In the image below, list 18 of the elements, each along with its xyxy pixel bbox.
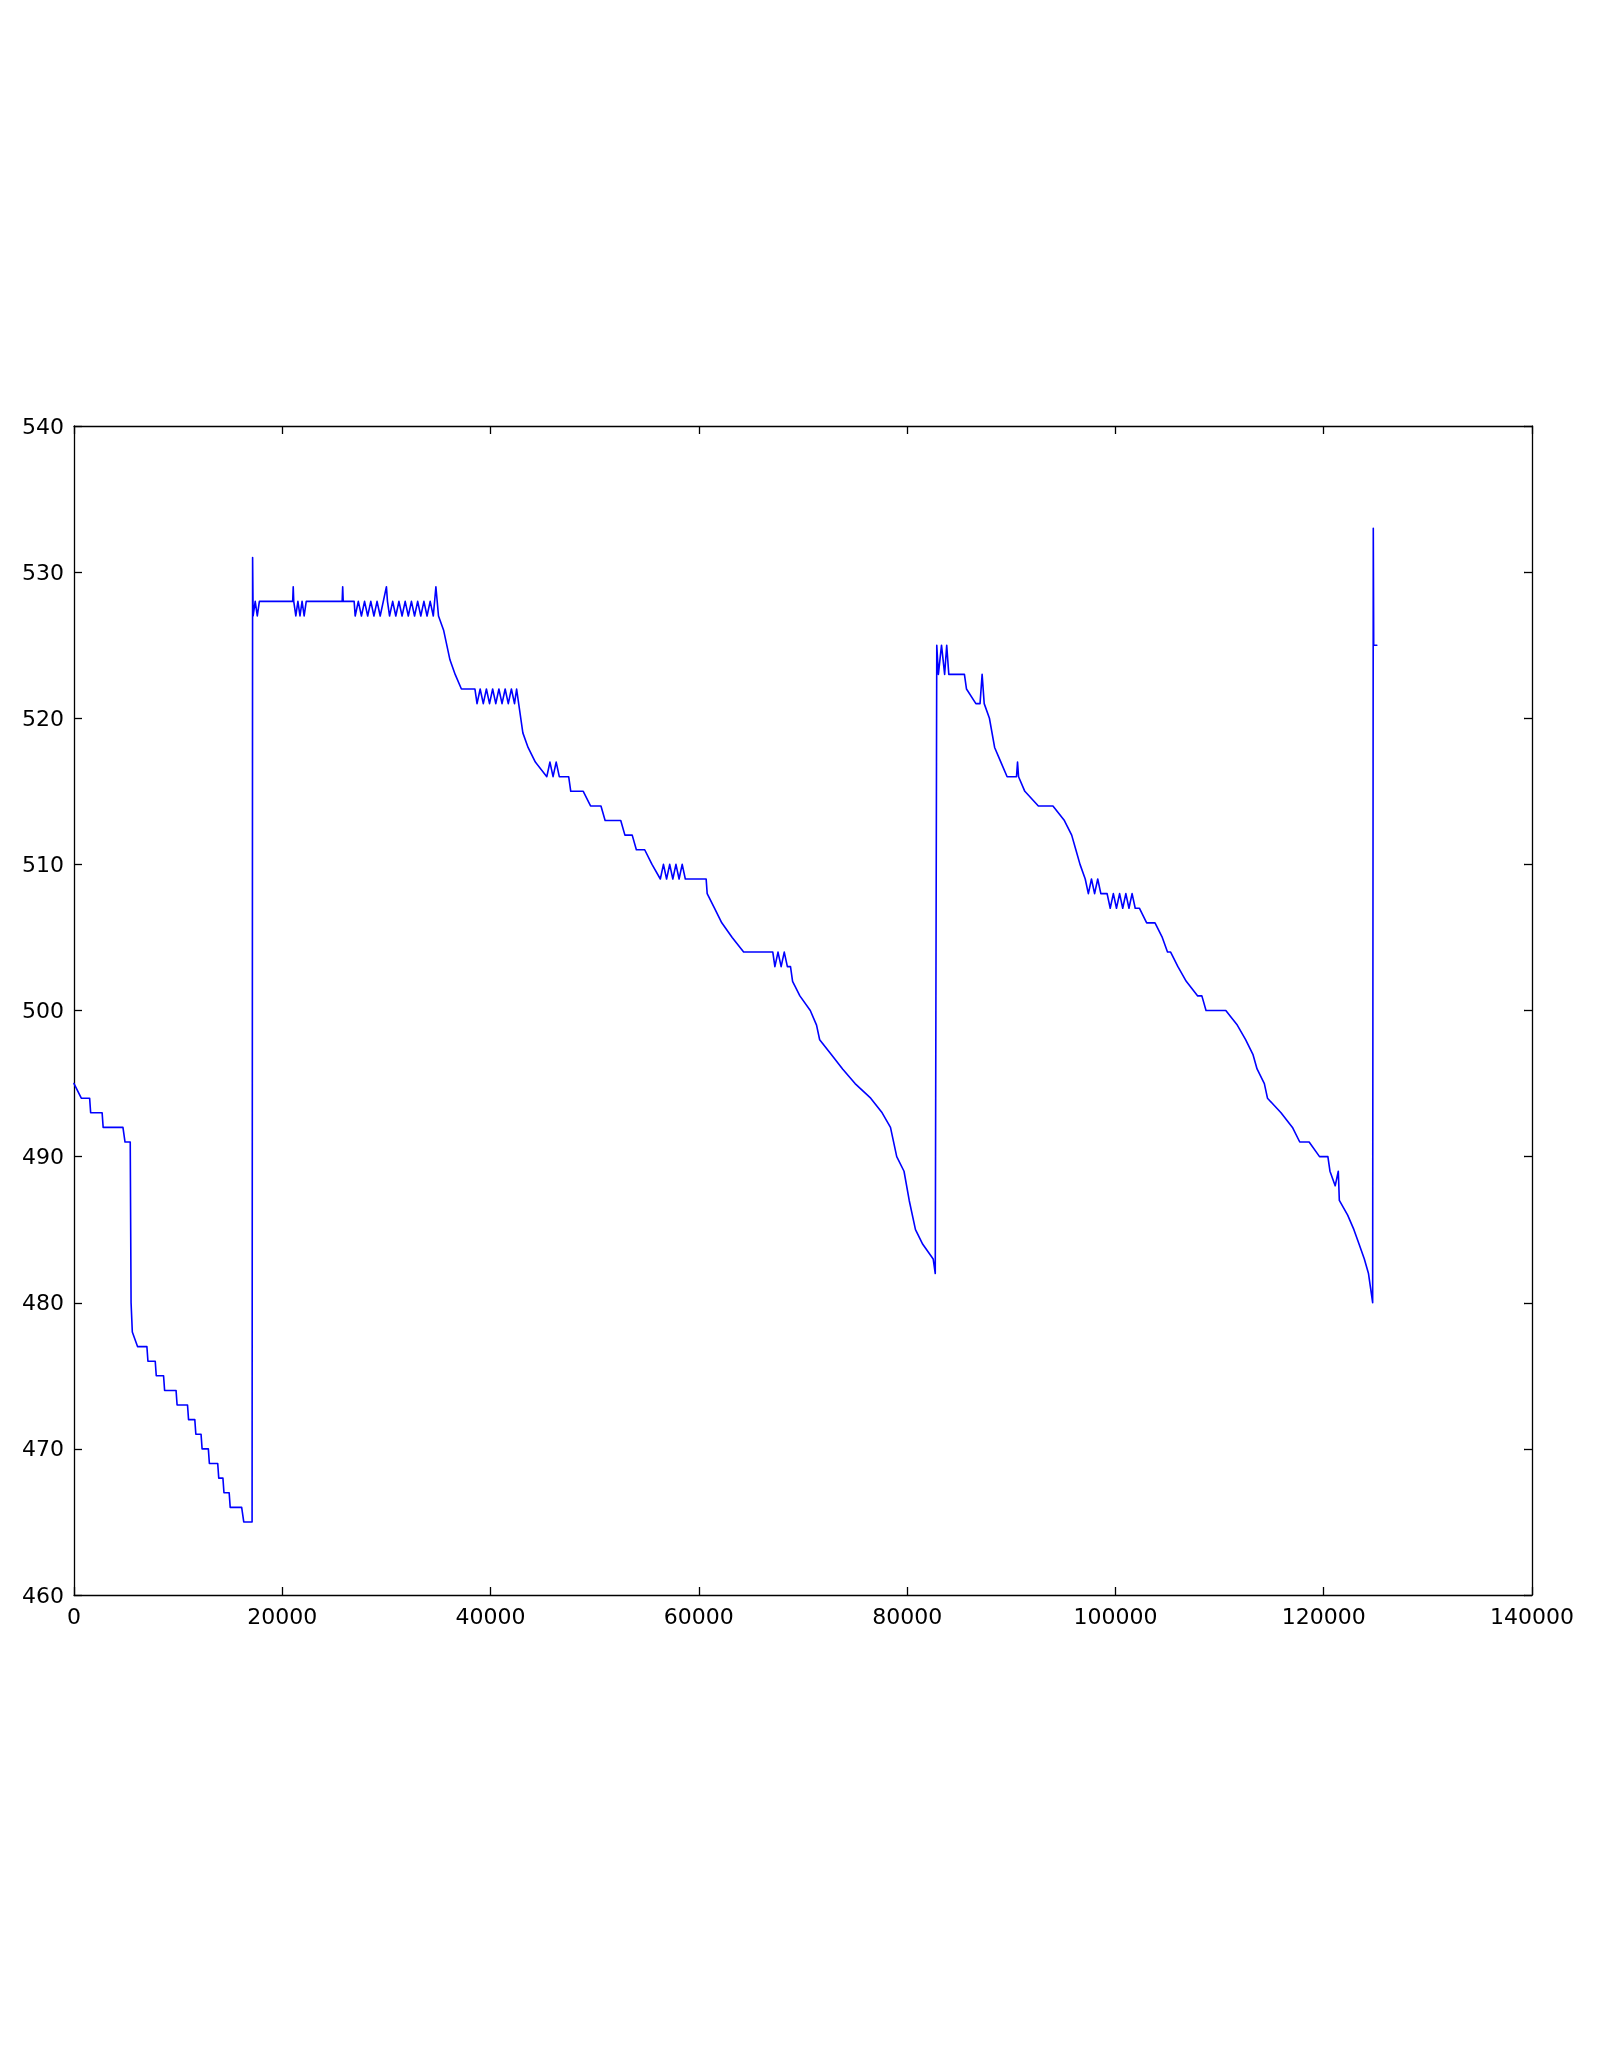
y-tick-label: 540 — [22, 413, 64, 439]
y-tick-label: 460 — [22, 1582, 64, 1608]
line-series — [73, 527, 1378, 1523]
x-tick-label: 120000 — [1281, 1603, 1366, 1629]
x-tick-label: 0 — [67, 1603, 81, 1629]
y-tick-label: 470 — [22, 1436, 64, 1462]
x-tick-label: 100000 — [1073, 1603, 1158, 1629]
x-tick-label: 40000 — [455, 1603, 526, 1629]
y-tick-label: 530 — [22, 559, 64, 585]
x-tick-label: 140000 — [1490, 1603, 1574, 1629]
y-tick-label: 490 — [22, 1144, 64, 1170]
y-tick-label: 520 — [22, 705, 64, 731]
x-tick-label: 60000 — [663, 1603, 734, 1629]
x-tick-label: 80000 — [872, 1603, 943, 1629]
y-tick-label: 480 — [22, 1290, 64, 1316]
y-tick-label: 510 — [22, 851, 64, 877]
y-tick-label: 500 — [22, 998, 64, 1023]
x-tick-label: 20000 — [247, 1603, 318, 1629]
